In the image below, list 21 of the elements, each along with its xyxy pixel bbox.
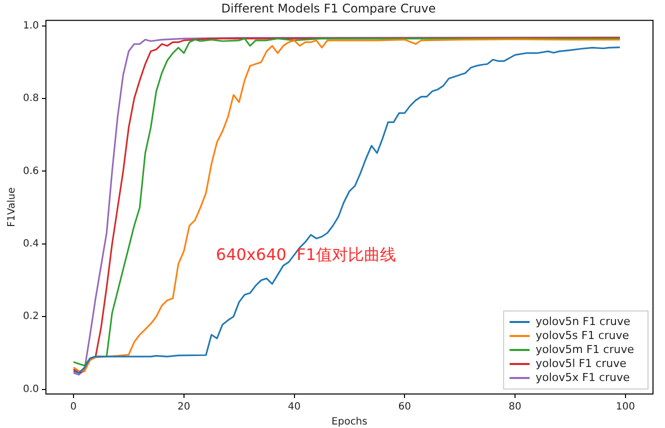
legend-label: yolov5m F1 cruve <box>536 342 634 356</box>
y-tick-label: 1.0 <box>22 20 39 32</box>
annotation: 640x640 F1值对比曲线 <box>216 244 396 264</box>
y-tick-label: 0.4 <box>22 238 39 250</box>
legend-label: yolov5n F1 cruve <box>536 314 630 328</box>
y-axis-title: F1Value <box>6 187 18 227</box>
x-axis-title: Epochs <box>332 416 368 428</box>
x-tick-label: 40 <box>288 402 301 413</box>
x-tick-label: 80 <box>508 402 522 413</box>
x-tick-label: 20 <box>178 402 190 413</box>
y-tick-label: 0.0 <box>22 384 39 395</box>
x-tick-label: 100 <box>616 402 635 413</box>
x-tick-label: 60 <box>398 402 412 413</box>
y-tick-label: 0.6 <box>22 166 39 177</box>
y-tick-label: 0.8 <box>22 93 39 104</box>
legend-label: yolov5x F1 cruve <box>536 370 630 384</box>
chart-title: Different Models F1 Compare Cruve <box>221 1 436 16</box>
legend-label: yolov5s F1 cruve <box>536 328 630 342</box>
y-tick-label: 0.2 <box>22 311 39 322</box>
x-tick-label: 0 <box>70 402 77 413</box>
legend-label: yolov5l F1 cruve <box>536 356 627 370</box>
